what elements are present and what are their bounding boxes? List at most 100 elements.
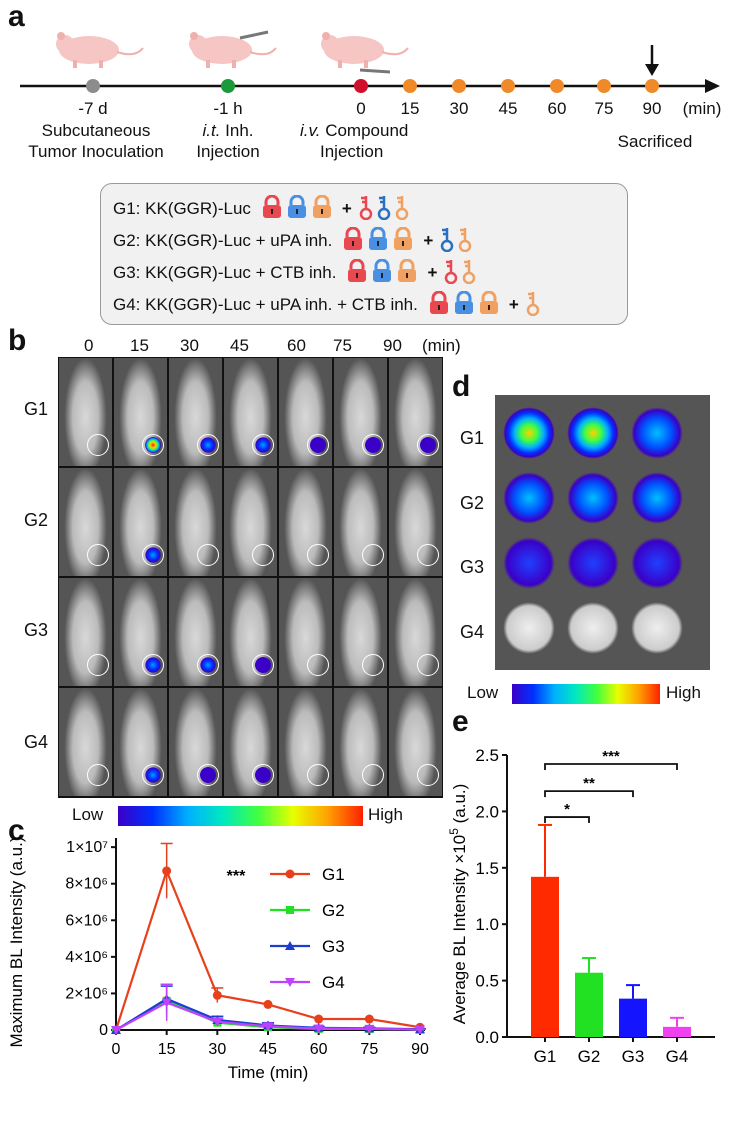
tumor-sample: [631, 472, 683, 524]
tumor-roi-circle: [142, 434, 164, 456]
tumor-sample: [631, 407, 683, 459]
tumor-roi-circle: [307, 654, 329, 676]
bioluminescence-signal: [145, 547, 161, 563]
lock-icon: [453, 290, 475, 320]
timeline-dot: [86, 79, 100, 93]
data-point: [415, 1025, 425, 1035]
legend-label: G1: [322, 865, 345, 884]
key-icon: [525, 290, 541, 321]
mouse-image-cell: [389, 688, 442, 796]
tumor-roi-circle: [142, 764, 164, 786]
x-tick-label: 30: [208, 1041, 226, 1058]
mouse-image-cell: [59, 578, 112, 686]
bioluminescence-signal: [145, 767, 161, 783]
timeline-dot: [221, 79, 235, 93]
tumor-roi-circle: [197, 764, 219, 786]
legend-label: G2: [322, 901, 345, 920]
tumor-roi-circle: [362, 434, 384, 456]
mouse-image-grid: [58, 357, 443, 798]
timeline-dot: [645, 79, 659, 93]
legend-marker: [285, 941, 295, 950]
colorbar: [512, 684, 660, 704]
timeline-dot: [354, 79, 368, 93]
bioluminescence-signal: [255, 657, 271, 673]
imaging-time-header: 0 15 30 45 60 75 90 (min): [84, 336, 461, 355]
imaging-row-label: G1: [24, 399, 49, 419]
significance-bracket: [544, 816, 590, 824]
significance-bracket: [544, 763, 678, 771]
imaging-row-label: G2: [24, 510, 49, 530]
x-tick-label: G3: [622, 1047, 645, 1066]
plus-sign: +: [427, 262, 438, 282]
bioluminescence-signal: [310, 437, 326, 453]
exvivo-tumor-image: [495, 395, 710, 670]
legend-label: G4: [322, 973, 345, 992]
tumor-roi-circle: [87, 654, 109, 676]
plus-sign: +: [508, 294, 519, 314]
mouse-image-cell: [169, 688, 222, 796]
significance-label: **: [583, 775, 595, 792]
x-tick-label: G2: [578, 1047, 601, 1066]
tumor-sample: [503, 537, 555, 589]
key-icon: [457, 226, 473, 257]
significance-label: ***: [602, 748, 620, 765]
y-tick-label: 1.5: [475, 859, 499, 878]
exvivo-row-label: G1: [460, 428, 485, 448]
timeline-unit: (min): [683, 99, 722, 118]
key-icon: [443, 258, 459, 289]
mouse-icon: [56, 32, 144, 68]
x-tick-label: 60: [310, 1041, 328, 1058]
tumor-roi-circle: [362, 654, 384, 676]
y-tick-label: 1.0: [475, 915, 499, 934]
tumor-roi-circle: [417, 764, 439, 786]
mouse-image-cell: [389, 578, 442, 686]
tumor-roi-circle: [87, 434, 109, 456]
group-legend-box: G1: KK(GGR)-Luc + G2: KK(GGR)-Luc + uPA i…: [100, 183, 628, 325]
bioluminescence-signal: [145, 657, 161, 673]
legend-label: G3: [322, 937, 345, 956]
timeline-label-sacrificed: Sacrificed: [617, 132, 693, 151]
imaging-row-label: G4: [24, 732, 49, 752]
mouse-image-cell: [279, 688, 332, 796]
mouse-image-cell: [169, 468, 222, 576]
tumor-roi-circle: [362, 544, 384, 566]
y-tick-label: 0: [99, 1022, 108, 1039]
group-row-g4: G4: KK(GGR)-Luc + uPA inh. + CTB inh. +: [113, 290, 543, 321]
timeline-label-inoculation: Subcutaneous Tumor Inoculation: [28, 121, 164, 161]
lock-icon: [392, 226, 414, 256]
down-arrow-icon: [645, 64, 659, 76]
bioluminescence-signal: [420, 437, 436, 453]
mouse-image-cell: [224, 688, 277, 796]
tumor-roi-circle: [142, 544, 164, 566]
tumor-roi-circle: [252, 764, 274, 786]
data-point: [314, 1014, 324, 1024]
data-point: [212, 1017, 223, 1027]
data-point: [263, 1022, 273, 1032]
mouse-image-cell: [334, 578, 387, 686]
lock-icon: [396, 258, 418, 288]
mouse-image-cell: [59, 688, 112, 796]
tumor-roi-circle: [197, 544, 219, 566]
tumor-roi-circle: [142, 654, 164, 676]
tumor-roi-circle: [252, 544, 274, 566]
x-tick-label: 75: [360, 1041, 378, 1058]
colorbar-label-high: High: [368, 805, 403, 824]
lock-icon: [478, 290, 500, 320]
mouse-image-cell: [334, 468, 387, 576]
panel-label-d: d: [452, 370, 471, 403]
timeline-tick: 0: [356, 99, 365, 118]
bar: [663, 1026, 691, 1037]
mouse-image-cell: [224, 578, 277, 686]
data-point: [263, 999, 273, 1009]
tumor-sample: [631, 537, 683, 589]
y-tick-label: 2.5: [475, 746, 499, 765]
y-axis-label: Average BL Intensity ×105 (a.u.): [447, 784, 469, 1025]
timeline-tick: -1 h: [213, 99, 242, 118]
imaging-row-label: G3: [24, 620, 49, 640]
colorbar-label-low: Low: [72, 805, 104, 824]
group-row-g2: G2: KK(GGR)-Luc + uPA inh. +: [113, 226, 475, 257]
mouse-image-cell: [279, 358, 332, 466]
key-icon: [358, 194, 374, 225]
exvivo-row-label: G2: [460, 493, 485, 513]
lock-icon: [346, 258, 368, 288]
